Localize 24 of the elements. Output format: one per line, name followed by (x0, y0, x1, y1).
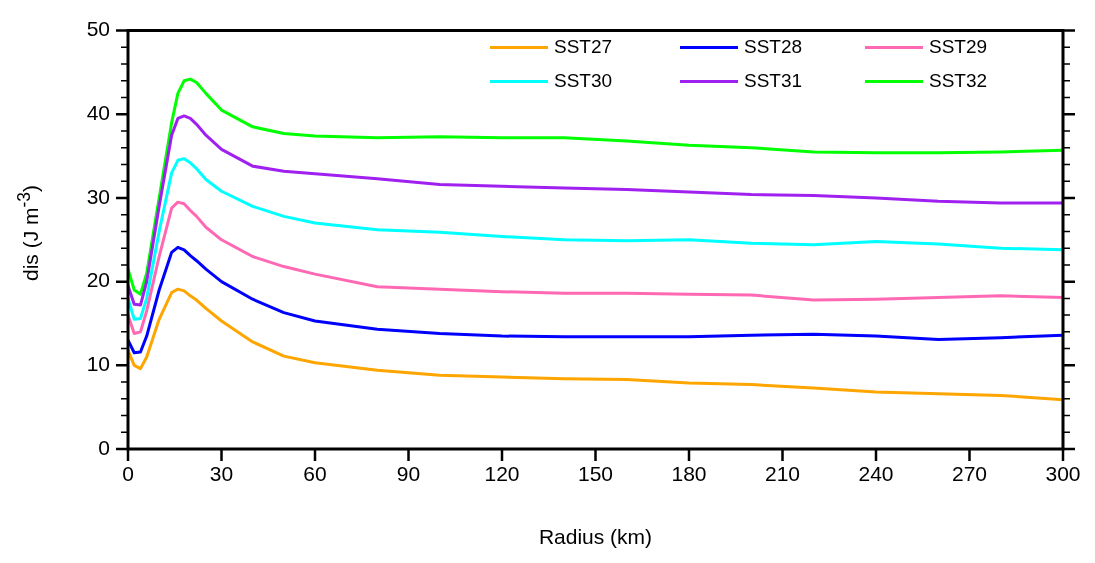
x-tick-label: 120 (484, 462, 520, 486)
x-tick-label: 210 (764, 462, 801, 486)
legend-label: SST32 (929, 70, 988, 92)
x-tick-label: 240 (858, 462, 894, 486)
y-tick-label: 10 (86, 352, 110, 376)
y-tick-label: 30 (86, 184, 110, 208)
x-tick-label: 90 (396, 462, 421, 486)
x-tick-label: 180 (671, 462, 707, 486)
x-tick-label: 60 (303, 462, 327, 486)
x-tick-label: 270 (951, 462, 988, 486)
legend-label: SST28 (744, 36, 803, 58)
x-tick-label: 300 (1045, 462, 1081, 486)
x-tick-label: 30 (209, 462, 234, 486)
y-tick-label: 40 (86, 101, 110, 125)
x-axis-title: Radius (km) (538, 525, 653, 549)
x-tick-label: 0 (122, 462, 134, 486)
y-tick-label: 50 (86, 17, 110, 41)
legend-label: SST31 (744, 70, 803, 92)
legend-label: SST30 (554, 70, 613, 92)
y-tick-label: 0 (98, 435, 110, 459)
legend-label: SST29 (929, 36, 988, 58)
x-tick-label: 150 (577, 462, 614, 486)
legend-label: SST27 (554, 36, 613, 58)
y-tick-label: 20 (86, 268, 110, 292)
